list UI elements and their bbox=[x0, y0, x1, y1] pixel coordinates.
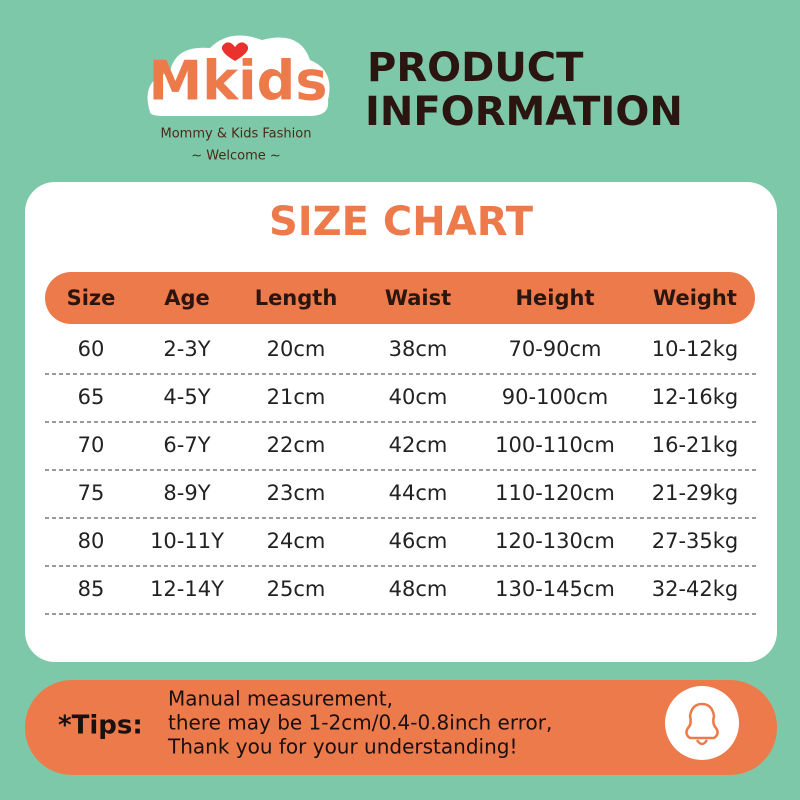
column-header: Size bbox=[67, 286, 116, 310]
logo-heart bbox=[221, 42, 249, 61]
tip-line: Thank you for your understanding! bbox=[167, 735, 517, 759]
cell: 4-5Y bbox=[163, 385, 210, 409]
tip-line: Manual measurement, bbox=[168, 687, 393, 711]
cell: 70 bbox=[78, 433, 105, 457]
tips-box bbox=[25, 680, 777, 775]
column-header: Age bbox=[164, 286, 210, 310]
table: Size Age Length Waist Height Weight 60 2-3Y 20cm… bbox=[45, 286, 757, 615]
cell: 48cm bbox=[389, 577, 448, 601]
cell: 20cm bbox=[267, 337, 326, 361]
cell: 120-130cm bbox=[495, 529, 615, 553]
cell: 22cm bbox=[267, 433, 326, 457]
cell: 12-14Y bbox=[150, 577, 224, 601]
tips-label: *Tips: bbox=[58, 711, 143, 741]
size-chart-title: SIZE CHART bbox=[269, 199, 534, 245]
cell: 16-21kg bbox=[652, 433, 739, 457]
bell-circle bbox=[665, 686, 739, 760]
cell: 2-3Y bbox=[163, 337, 210, 361]
bell-icon bbox=[685, 702, 719, 746]
cell: 10-11Y bbox=[150, 529, 224, 553]
cell: 46cm bbox=[389, 529, 448, 553]
cell: 80 bbox=[78, 529, 105, 553]
column-header: Weight bbox=[653, 286, 737, 310]
cell: 100-110cm bbox=[495, 433, 615, 457]
cell: 10-12kg bbox=[652, 337, 739, 361]
cell: 75 bbox=[78, 481, 105, 505]
title: INFORMATION bbox=[365, 89, 683, 135]
cell: 40cm bbox=[389, 385, 448, 409]
logo-tagline: Mommy & Kids Fashion bbox=[161, 127, 312, 142]
logo-cloud bbox=[147, 35, 330, 116]
cell: 32-42kg bbox=[652, 577, 739, 601]
logo: Mkids Mommy & Kids Fashion ~ Welcome ~ bbox=[147, 35, 330, 164]
cell: 38cm bbox=[389, 337, 448, 361]
column-header: Waist bbox=[385, 286, 451, 310]
cell: 44cm bbox=[389, 481, 448, 505]
column-header: Height bbox=[515, 286, 594, 310]
cell: 21cm bbox=[267, 385, 326, 409]
cell: 65 bbox=[78, 385, 105, 409]
cell: 70-90cm bbox=[508, 337, 601, 361]
cell: 42cm bbox=[389, 433, 448, 457]
cell: 21-29kg bbox=[652, 481, 739, 505]
cell: 130-145cm bbox=[495, 577, 615, 601]
cell: 27-35kg bbox=[652, 529, 739, 553]
title: PRODUCT bbox=[367, 45, 584, 91]
logo-welcome: ~ Welcome ~ bbox=[191, 149, 281, 164]
cell: 85 bbox=[78, 577, 105, 601]
cell: 60 bbox=[78, 337, 105, 361]
cell: 110-120cm bbox=[495, 481, 615, 505]
logo-brand: Mkids bbox=[149, 50, 328, 113]
cell: 8-9Y bbox=[163, 481, 210, 505]
table-header bbox=[45, 272, 755, 324]
cell: 6-7Y bbox=[163, 433, 210, 457]
cell: 12-16kg bbox=[652, 385, 739, 409]
cell: 25cm bbox=[267, 577, 326, 601]
tip-line: there may be 1-2cm/0.4-0.8inch error, bbox=[168, 711, 552, 735]
cell: 90-100cm bbox=[502, 385, 608, 409]
tips-text: Manual measurement,there may be 1-2cm/0.… bbox=[167, 687, 552, 759]
cell: 24cm bbox=[267, 529, 326, 553]
cell: 23cm bbox=[267, 481, 326, 505]
column-header: Length bbox=[255, 286, 338, 310]
